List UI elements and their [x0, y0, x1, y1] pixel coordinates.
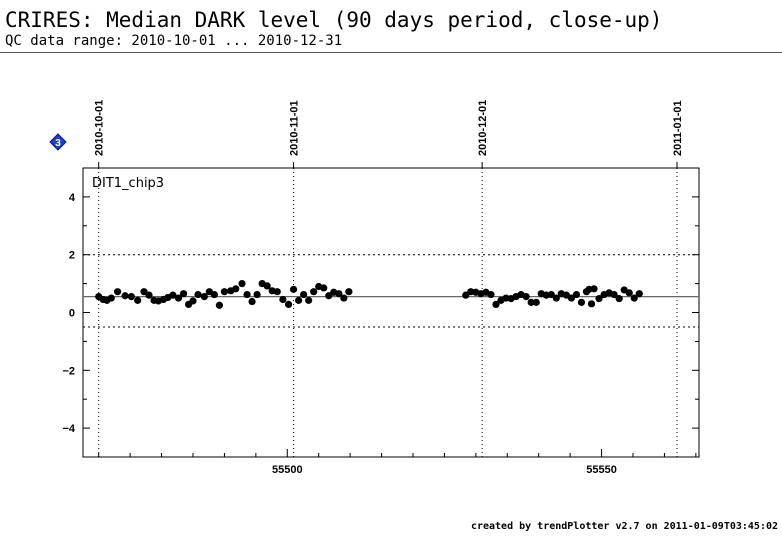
- y-tick-label: −4: [62, 423, 75, 435]
- data-point: [107, 294, 115, 302]
- data-point: [625, 289, 633, 297]
- data-point: [263, 282, 271, 290]
- data-point: [567, 294, 576, 302]
- data-point: [487, 290, 495, 299]
- data-point: [179, 290, 188, 298]
- data-point: [635, 290, 643, 298]
- top-date-label: 2011-01-01: [672, 100, 684, 156]
- data-point: [145, 291, 153, 299]
- data-point: [279, 295, 287, 304]
- data-point: [345, 288, 353, 296]
- chip-badge[interactable]: 3: [49, 133, 67, 151]
- data-point: [295, 296, 303, 304]
- data-point: [220, 288, 229, 296]
- data-point: [300, 290, 308, 299]
- data-point: [325, 292, 333, 300]
- x-tick-label: 55550: [586, 464, 617, 476]
- data-point: [248, 297, 256, 306]
- data-point: [527, 298, 535, 306]
- data-point: [232, 285, 240, 293]
- data-point: [310, 288, 318, 296]
- chart-title: CRIRES: Median DARK level (90 days perio…: [5, 8, 663, 32]
- data-point: [121, 292, 129, 300]
- plot-border: [82, 167, 700, 458]
- x-tick-label: 55500: [272, 464, 303, 476]
- data-point: [194, 290, 202, 299]
- data-point: [238, 280, 246, 288]
- chart-subtitle: QC data range: 2010-10-01 ... 2010-12-31: [5, 33, 343, 49]
- data-point: [215, 301, 223, 309]
- data-point: [189, 297, 197, 305]
- top-date-label: 2010-10-01: [94, 100, 106, 156]
- data-point: [253, 290, 261, 299]
- data-point: [532, 298, 540, 306]
- data-point: [547, 290, 555, 299]
- data-point: [522, 293, 530, 301]
- data-point: [284, 300, 293, 309]
- data-point: [572, 290, 581, 299]
- data-point: [127, 293, 135, 301]
- data-point: [169, 291, 177, 299]
- data-point: [335, 290, 343, 298]
- data-point: [320, 284, 328, 292]
- data-point: [140, 288, 148, 296]
- grid-lines: [83, 168, 699, 457]
- footer-credit: created by trendPlotter v2.7 on 2011-01-…: [470, 521, 778, 532]
- data-point: [587, 300, 596, 308]
- data-point: [492, 300, 500, 309]
- data-point: [210, 290, 218, 299]
- data-point: [273, 288, 281, 296]
- data-point: [462, 291, 470, 299]
- data-point: [289, 285, 298, 293]
- axes: 2010-10-01 2010-11-01 2010-12-01 2011-01-01…: [62, 100, 699, 476]
- y-tick-label: 2: [69, 250, 75, 262]
- panel-label: DIT1_chip3: [92, 176, 164, 191]
- data-point: [615, 295, 623, 303]
- data-point: [610, 290, 618, 299]
- data-point: [200, 293, 208, 301]
- data-points: [95, 280, 643, 309]
- y-tick-label: 4: [69, 192, 76, 204]
- diamond-icon: [49, 133, 67, 151]
- data-point: [577, 298, 586, 306]
- data-point: [630, 294, 638, 302]
- chip-badge-label: 3: [55, 138, 61, 149]
- top-date-label: 2010-12-01: [477, 100, 489, 156]
- data-point: [595, 295, 603, 303]
- plot-area: [82, 167, 700, 458]
- data-point: [340, 294, 348, 302]
- y-tick-label: 0: [69, 308, 75, 320]
- data-point: [113, 288, 122, 296]
- header-divider: [0, 52, 782, 53]
- data-point: [590, 285, 598, 293]
- data-point: [134, 296, 142, 304]
- data-point: [174, 294, 183, 302]
- data-point: [305, 296, 313, 304]
- data-point: [552, 294, 560, 302]
- y-tick-label: −2: [62, 365, 75, 377]
- data-point: [243, 290, 251, 299]
- top-date-label: 2010-11-01: [289, 100, 301, 156]
